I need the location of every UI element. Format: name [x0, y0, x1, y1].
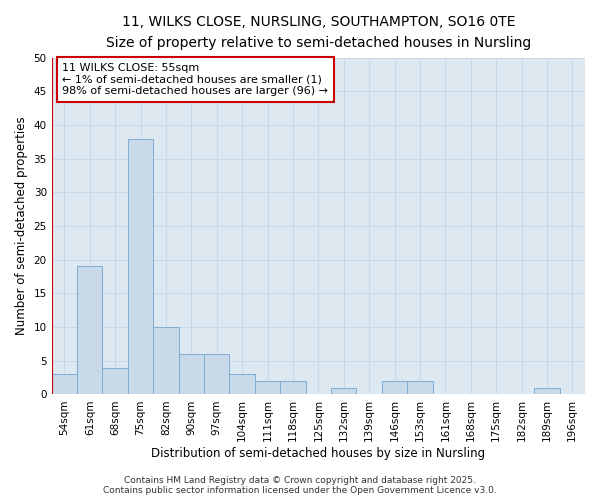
Title: 11, WILKS CLOSE, NURSLING, SOUTHAMPTON, SO16 0TE
Size of property relative to se: 11, WILKS CLOSE, NURSLING, SOUTHAMPTON, …	[106, 15, 531, 50]
X-axis label: Distribution of semi-detached houses by size in Nursling: Distribution of semi-detached houses by …	[151, 447, 485, 460]
Text: Contains HM Land Registry data © Crown copyright and database right 2025.
Contai: Contains HM Land Registry data © Crown c…	[103, 476, 497, 495]
Bar	[229, 374, 255, 394]
Bar	[407, 381, 433, 394]
Bar	[204, 354, 229, 395]
Text: 11 WILKS CLOSE: 55sqm
← 1% of semi-detached houses are smaller (1)
98% of semi-d: 11 WILKS CLOSE: 55sqm ← 1% of semi-detac…	[62, 63, 328, 96]
Bar	[382, 381, 407, 394]
Bar	[103, 368, 128, 394]
Y-axis label: Number of semi-detached properties: Number of semi-detached properties	[15, 117, 28, 336]
Bar	[128, 138, 153, 394]
Bar	[534, 388, 560, 394]
Bar	[331, 388, 356, 394]
Bar	[52, 374, 77, 394]
Bar	[153, 327, 179, 394]
Bar	[179, 354, 204, 395]
Bar	[255, 381, 280, 394]
Bar	[280, 381, 305, 394]
Bar	[77, 266, 103, 394]
